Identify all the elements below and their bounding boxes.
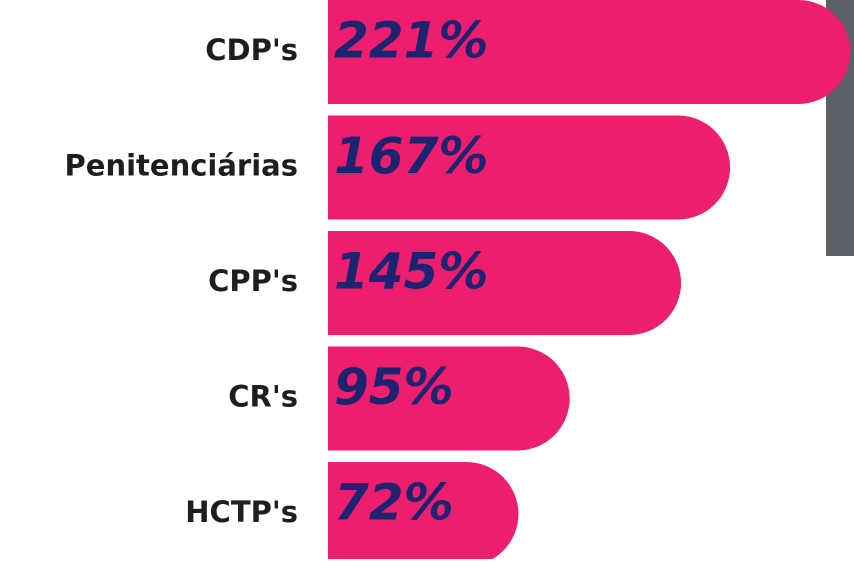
value-label: 221% [334, 12, 488, 70]
category-label: Penitenciárias [65, 149, 298, 183]
bar [328, 462, 519, 563]
bar [328, 346, 570, 451]
category-label: CPP's [208, 264, 298, 298]
value-label: 145% [334, 243, 488, 301]
bar [328, 115, 731, 220]
value-label: 72% [334, 474, 454, 532]
value-label: 95% [334, 358, 454, 416]
category-label: HCTP's [185, 495, 298, 529]
bar [328, 0, 851, 104]
category-label: CR's [228, 380, 298, 414]
bar [328, 231, 682, 335]
value-label: 167% [334, 127, 488, 185]
category-label: CDP's [205, 33, 298, 67]
